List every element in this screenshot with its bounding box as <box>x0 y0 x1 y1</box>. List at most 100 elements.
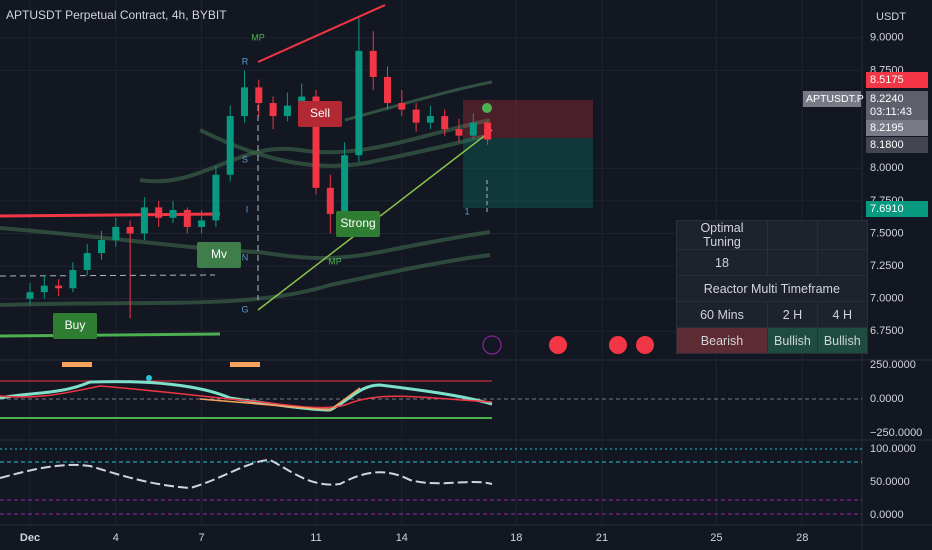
table-cell <box>767 249 818 276</box>
table-cell <box>816 249 868 276</box>
candle-body <box>40 285 48 293</box>
table-cell: 2 H <box>767 301 818 328</box>
signal-box <box>53 313 97 339</box>
table-row: Optimal Tuning <box>676 220 868 250</box>
candle-body <box>326 187 334 214</box>
y-tick-label: 250.0000 <box>870 359 916 371</box>
table-cell: 18 <box>676 249 768 276</box>
table-cell <box>816 220 868 250</box>
x-tick-label: 14 <box>396 532 408 544</box>
tuning-table: Optimal Tuning 18 Reactor Multi Timeframe 6… <box>676 220 868 354</box>
annotation: G <box>241 304 248 314</box>
x-tick-label: 28 <box>796 532 808 544</box>
price-tag: 8.1800 <box>870 139 904 151</box>
price-tag: 03:11:43 <box>870 106 912 118</box>
candle-body <box>241 87 249 117</box>
signal-box <box>197 242 241 268</box>
candle-body <box>426 116 434 123</box>
title: APTUSDT Perpetual Contract, 4h, BYBIT <box>6 8 227 22</box>
x-tick-label: 11 <box>310 532 321 544</box>
table-cell: 4 H <box>816 301 868 328</box>
x-tick-label: 7 <box>199 532 205 544</box>
candle-body <box>355 50 363 156</box>
candle-body <box>441 116 449 130</box>
annotation: Mv <box>211 247 227 261</box>
price-tag-bg <box>866 91 928 107</box>
candle-body <box>341 155 349 214</box>
candle-body <box>312 96 320 188</box>
y-tick-label: −250.0000 <box>870 427 922 439</box>
candle-body <box>55 285 63 289</box>
candle-body <box>26 292 34 299</box>
annotation: R <box>242 56 249 66</box>
candle-body <box>283 105 291 117</box>
candle-body <box>183 210 191 227</box>
candle-body <box>212 174 220 221</box>
table-row: Bearish Bullish Bullish <box>676 327 868 354</box>
annotation: MP <box>328 256 342 266</box>
table-cell: Bullish <box>767 327 818 354</box>
symbol-tag: APTUSDT.P <box>806 93 864 105</box>
y-tick-label: 7.2500 <box>870 260 904 272</box>
candle-body <box>369 50 377 77</box>
overlays <box>0 4 593 338</box>
candle-body <box>255 87 263 104</box>
signal-box <box>298 101 342 127</box>
candle-body <box>484 122 492 140</box>
price-tag-bg <box>866 137 928 153</box>
x-tick-label: 18 <box>510 532 522 544</box>
candle-body <box>126 226 134 234</box>
candle-body <box>169 210 177 218</box>
table-cell: Bullish <box>816 327 868 354</box>
currency: USDT <box>876 11 906 23</box>
y-tick-label: 7.5000 <box>870 227 904 239</box>
annotation: Sell <box>310 106 330 120</box>
x-tick-label: Dec <box>20 532 40 544</box>
symbol-tag-bg <box>803 91 861 107</box>
annotation: N <box>242 252 249 262</box>
x-tick-label: 21 <box>596 532 608 544</box>
candles <box>26 18 492 319</box>
annotation: Strong <box>340 216 375 230</box>
oscillator-lines <box>0 362 862 515</box>
candle-body <box>140 207 148 234</box>
y-tick-label: 7.0000 <box>870 293 904 305</box>
price-tag-bg <box>866 201 928 217</box>
candle-body <box>412 109 420 123</box>
table-cell <box>767 220 818 250</box>
x-tick-label: 25 <box>710 532 722 544</box>
candle-body <box>155 207 163 218</box>
candle-body <box>455 129 463 136</box>
signal-box <box>336 211 380 237</box>
price-tag: 8.5175 <box>870 74 904 86</box>
x-tick-label: 4 <box>113 532 119 544</box>
table-cell: 60 Mins <box>676 301 768 328</box>
annotation: I <box>246 204 249 214</box>
candle-body <box>226 116 234 175</box>
candle-body <box>198 220 206 227</box>
y-tick-label: 8.0000 <box>870 162 904 174</box>
candle-body <box>69 270 77 289</box>
price-tag-bg <box>866 72 928 88</box>
y-tick-label: 100.0000 <box>870 443 916 455</box>
candle-body <box>469 122 477 136</box>
table-row: 18 <box>676 249 868 276</box>
annotation: Buy <box>65 318 86 332</box>
table-cell: Bearish <box>676 327 768 354</box>
table-cell: Reactor Multi Timeframe <box>676 275 868 302</box>
annotations: Buy Sell Strong Mv MP MP R S I N G 1 <box>53 32 470 339</box>
annotation: MP <box>251 32 265 42</box>
price-tag: 8.2240 <box>870 93 904 105</box>
table-row: Reactor Multi Timeframe <box>676 275 868 302</box>
table-cell: Optimal Tuning <box>676 220 768 250</box>
y-tick-label: 0.0000 <box>870 393 904 405</box>
candle-body <box>269 103 277 117</box>
candle-body <box>83 253 91 270</box>
price-tag-bg <box>866 104 928 120</box>
candle-body <box>112 226 120 240</box>
price-tag-bg <box>866 120 928 136</box>
axes: 9.00008.75008.00007.75007.50007.25007.00… <box>20 32 928 544</box>
